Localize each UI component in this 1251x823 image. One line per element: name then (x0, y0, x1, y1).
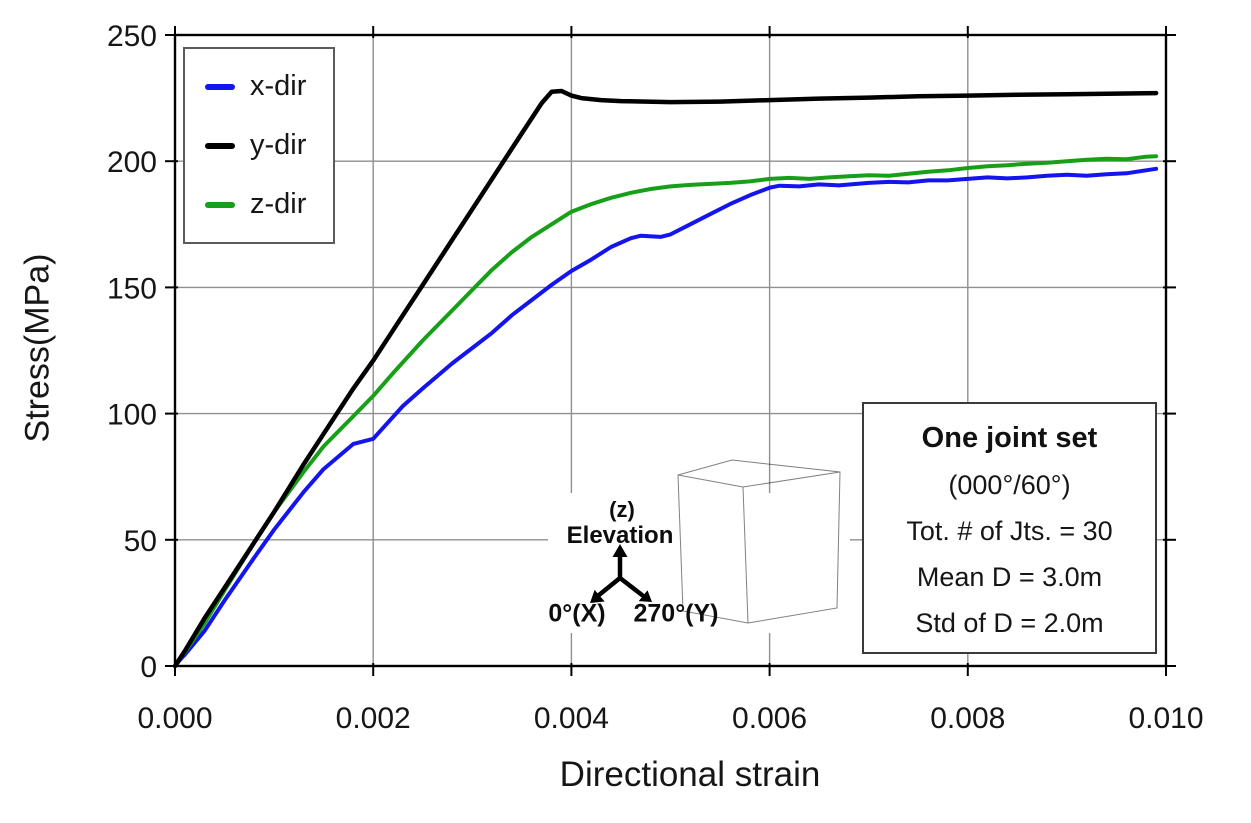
annotation-line-orientation: (000°/60°) (948, 469, 1071, 500)
axis-triad-arrowheads-icon (590, 544, 652, 603)
annotation-line-std-d: Std of D = 2.0m (915, 607, 1104, 638)
annotation-line-joint-count: Tot. # of Jts. = 30 (906, 515, 1113, 546)
legend-swatch-z-dir-icon (205, 201, 235, 208)
curve-y-dir (173, 88, 1159, 668)
axis-triad-arrows-icon (596, 553, 645, 598)
legend: x-dir y-dir z-dir (183, 47, 335, 244)
y-tick-label: 150 (107, 272, 157, 305)
legend-label-z-dir: z-dir (250, 188, 307, 220)
axes-frame (173, 33, 1168, 668)
x-tick-label: 0.004 (534, 702, 609, 735)
legend-label-x-dir: x-dir (250, 70, 307, 102)
tick-marks (165, 26, 1176, 676)
cube-edges (677, 459, 841, 624)
triad-elevation-label: Elevation (566, 522, 674, 549)
legend-item-y-dir: y-dir (205, 129, 333, 162)
annotation-line-mean-d: Mean D = 3.0m (916, 561, 1103, 592)
series-curves (173, 88, 1159, 668)
annotation-title: One joint set (921, 421, 1098, 454)
y-tick-label: 250 (107, 20, 157, 53)
triad-y-direction-label: 270°(Y) (633, 599, 719, 628)
curve-x-dir (173, 166, 1159, 668)
legend-item-z-dir: z-dir (205, 188, 333, 221)
x-tick-label: 0.000 (137, 702, 212, 735)
inset-background (548, 493, 850, 633)
curve-z-dir (173, 154, 1159, 668)
triad-x-direction-label: 0°(X) (548, 599, 606, 628)
y-tick-label: 100 (107, 399, 157, 432)
y-tick-label: 0 (140, 651, 157, 684)
legend-swatch-x-dir-icon (205, 83, 235, 90)
x-tick-label: 0.010 (1128, 702, 1203, 735)
x-tick-label: 0.002 (336, 702, 411, 735)
legend-item-x-dir: x-dir (205, 70, 333, 103)
x-axis-title: Directional strain (559, 755, 821, 794)
legend-label-y-dir: y-dir (250, 129, 307, 161)
triad-z-axis-label: (z) (609, 497, 635, 522)
jointed-cube-image (677, 459, 841, 624)
y-tick-label: 50 (124, 525, 157, 558)
y-axis-title: Stress(MPa) (18, 253, 57, 443)
x-tick-label: 0.006 (732, 702, 807, 735)
tick-labels: 0.000 0.002 0.004 0.006 0.008 0.010 0 50 100 150 2… (107, 20, 1204, 735)
y-tick-label: 200 (107, 146, 157, 179)
annotation-box: One joint set (000°/60°) Tot. # of Jts. … (862, 402, 1157, 654)
x-tick-label: 0.008 (930, 702, 1005, 735)
legend-swatch-y-dir-icon (205, 142, 235, 149)
